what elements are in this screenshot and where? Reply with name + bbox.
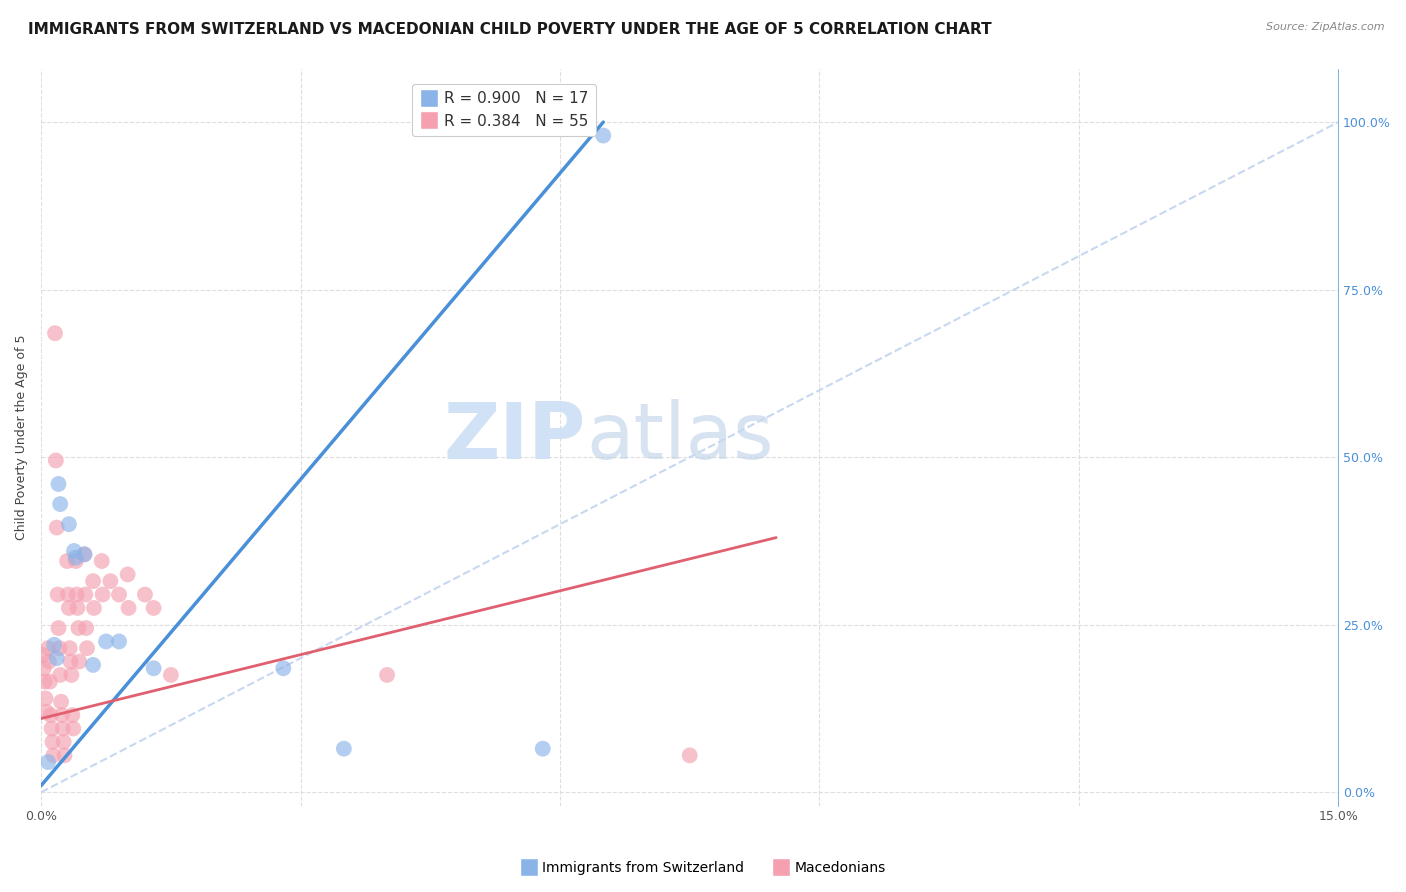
Point [39,708,62,723]
Point [48,477,70,491]
Point [60,668,83,682]
Point [73,547,96,561]
Point [37,755,59,769]
Point [75,621,97,635]
Point [67,621,90,635]
Text: IMMIGRANTS FROM SWITZERLAND VS MACEDONIAN CHILD POVERTY UNDER THE AGE OF 5 CORRE: IMMIGRANTS FROM SWITZERLAND VS MACEDONIA… [28,22,991,37]
Point [82,657,104,672]
Point [108,588,131,602]
Point [531,741,554,756]
Point [56,588,79,602]
Point [51,708,73,723]
Point [117,601,139,615]
Text: Source: ZipAtlas.com: Source: ZipAtlas.com [1267,22,1385,32]
Point [65,554,87,568]
Point [63,544,86,558]
Text: ZIP: ZIP [444,399,586,475]
Point [59,655,82,669]
Point [41,735,63,749]
Point [679,748,702,763]
Point [35,705,58,719]
Legend: Immigrants from Switzerland, Macedonians: Immigrants from Switzerland, Macedonians [515,855,891,880]
Point [273,661,295,675]
Point [34,674,56,689]
Point [73,547,96,561]
Point [32,648,55,662]
Point [94,634,117,648]
Point [76,641,98,656]
Point [45,453,67,467]
Point [56,554,79,568]
Point [42,748,65,763]
Point [58,517,80,532]
Point [49,668,72,682]
Y-axis label: Child Poverty Under the Age of 5: Child Poverty Under the Age of 5 [15,334,28,540]
Point [53,748,76,763]
Point [75,588,97,602]
Point [160,668,183,682]
Point [375,668,398,682]
Point [59,641,82,656]
Point [34,691,56,706]
Point [38,674,60,689]
Point [82,574,104,589]
Point [117,567,139,582]
Point [46,588,69,602]
Point [48,641,70,656]
Point [108,634,131,648]
Point [37,641,59,656]
Text: atlas: atlas [586,399,773,475]
Point [44,326,66,341]
Point [90,554,112,568]
Point [100,574,122,589]
Point [58,601,80,615]
Point [45,651,67,665]
Point [333,741,356,756]
Point [66,588,89,602]
Point [52,735,75,749]
Point [67,655,90,669]
Point [65,550,87,565]
Point [38,655,60,669]
Point [91,588,114,602]
Point [142,601,165,615]
Point [45,520,67,534]
Point [134,588,156,602]
Point [83,601,105,615]
Point [592,128,614,143]
Point [41,722,63,736]
Point [142,661,165,675]
Point [60,708,83,723]
Point [52,722,75,736]
Point [66,601,89,615]
Point [49,695,72,709]
Point [48,621,70,635]
Legend: R = 0.900   N = 17, R = 0.384   N = 55: R = 0.900 N = 17, R = 0.384 N = 55 [412,84,596,136]
Point [62,722,84,736]
Point [49,497,72,511]
Point [44,638,66,652]
Point [32,661,55,675]
